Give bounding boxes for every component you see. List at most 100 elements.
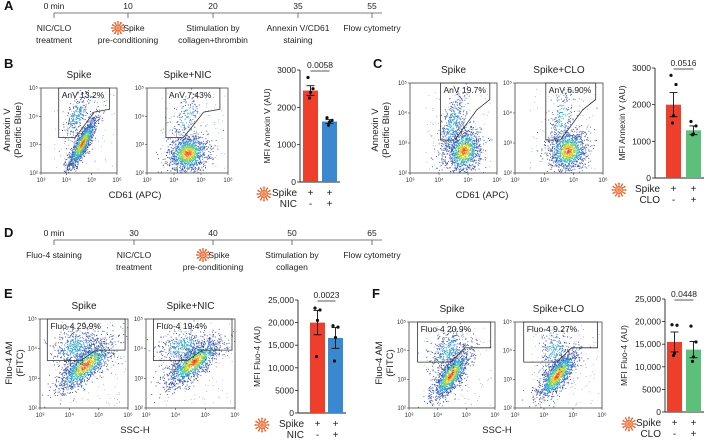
event-dot: [476, 143, 478, 145]
event-dot: [463, 159, 465, 161]
event-dot: [464, 152, 465, 153]
event-dot: [451, 154, 453, 156]
event-dot: [85, 133, 87, 134]
event-dot: [490, 139, 492, 141]
event-dot: [192, 157, 194, 159]
event-dot: [453, 131, 455, 133]
event-dot: [465, 132, 466, 134]
event-dot: [65, 161, 66, 163]
event-dot: [83, 129, 85, 131]
event-dot: [482, 143, 484, 145]
event-dot: [84, 142, 85, 144]
event-dot: [85, 135, 87, 137]
event-dot: [102, 137, 104, 139]
event-dot: [182, 159, 183, 161]
event-dot: [180, 142, 182, 144]
event-dot: [79, 111, 81, 113]
event-dot: [183, 113, 184, 114]
event-dot: [460, 113, 462, 114]
event-dot: [189, 156, 191, 158]
event-dot: [175, 155, 177, 157]
event-dot: [461, 163, 463, 165]
event-dot: [185, 136, 187, 138]
event-dot: [76, 146, 77, 148]
event-dot: [186, 140, 187, 142]
event-dot: [206, 161, 207, 163]
event-dot: [171, 161, 173, 163]
event-dot: [168, 151, 170, 153]
event-dot: [64, 119, 66, 120]
event-dot: [79, 118, 80, 120]
event-dot: [453, 155, 455, 156]
event-dot: [75, 105, 77, 107]
event-dot: [185, 163, 186, 165]
event-dot: [79, 139, 81, 141]
event-dot: [198, 166, 200, 168]
event-dot: [70, 114, 72, 116]
event-dot: [87, 122, 89, 123]
event-dot: [180, 150, 182, 152]
event-dot: [442, 155, 444, 157]
event-dot: [463, 152, 465, 154]
event-dot: [465, 167, 467, 169]
event-dot: [176, 147, 178, 149]
event-dot: [94, 127, 96, 129]
event-dot: [454, 154, 456, 156]
event-dot: [170, 159, 171, 161]
event-dot: [471, 158, 473, 160]
event-dot: [176, 122, 178, 123]
event-dot: [460, 118, 462, 120]
event-dot: [467, 130, 468, 132]
event-dot: [464, 151, 466, 153]
event-dot: [184, 152, 186, 154]
event-dot: [163, 151, 165, 153]
event-dot: [68, 122, 69, 124]
event-dot: [178, 148, 180, 150]
y-tick-label: 10⁵: [29, 85, 39, 92]
event-dot: [166, 140, 168, 142]
event-dot: [156, 151, 157, 153]
event-dot: [82, 114, 84, 115]
event-dot: [207, 141, 208, 143]
event-dot: [79, 110, 81, 112]
event-dot: [192, 114, 194, 116]
event-dot: [458, 143, 459, 145]
event-dot: [70, 131, 72, 132]
event-dot: [64, 164, 66, 166]
event-dot: [194, 156, 196, 157]
event-dot: [171, 151, 173, 153]
event-dot: [471, 146, 473, 147]
event-dot: [80, 144, 82, 146]
event-dot: [474, 165, 476, 167]
event-dot: [455, 140, 457, 142]
event-dot: [474, 147, 475, 149]
timeline-time: 35: [293, 1, 303, 11]
event-dot: [76, 153, 78, 155]
event-dot: [466, 138, 468, 140]
event-dot: [196, 170, 198, 172]
event-dot: [177, 167, 178, 169]
event-dot: [81, 148, 82, 150]
event-dot: [189, 166, 191, 168]
event-dot: [80, 109, 82, 111]
event-dot: [90, 138, 92, 140]
event-dot: [460, 154, 462, 156]
event-dot: [185, 150, 186, 152]
event-dot: [454, 114, 456, 116]
event-dot: [446, 112, 448, 114]
event-dot: [82, 145, 83, 147]
event-dot: [460, 142, 462, 144]
event-dot: [82, 140, 83, 141]
event-dot: [440, 133, 442, 135]
event-dot: [166, 152, 168, 154]
event-dot: [64, 158, 66, 160]
event-dot: [72, 131, 73, 133]
event-dot: [171, 150, 173, 152]
event-dot: [473, 152, 475, 154]
event-dot: [170, 144, 172, 145]
event-dot: [76, 106, 77, 108]
event-dot: [453, 132, 454, 134]
event-dot: [92, 129, 94, 131]
event-dot: [472, 133, 474, 135]
